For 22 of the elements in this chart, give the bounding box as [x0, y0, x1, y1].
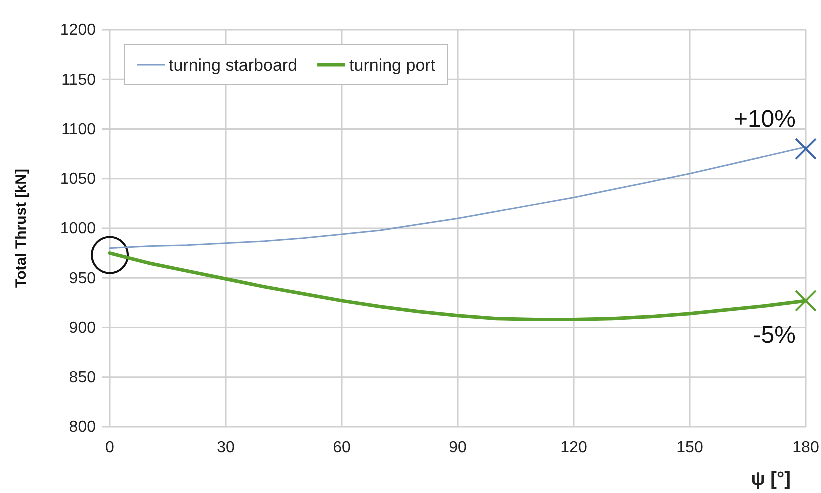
y-tick-label: 1200 [60, 22, 96, 40]
x-tick-label: 180 [792, 439, 820, 456]
x-axis-title: ψ [°] [751, 469, 791, 490]
annotation: -5% [753, 322, 796, 349]
x-tick-label: 90 [449, 439, 467, 456]
x-tick-label: 120 [560, 439, 588, 456]
y-tick-label: 1150 [62, 72, 96, 89]
y-tick-label: 950 [69, 270, 96, 288]
y-tick-label: 1100 [62, 121, 96, 138]
legend-label: turning port [350, 56, 436, 75]
y-tick-label: 900 [69, 320, 96, 337]
annotation: +10% [734, 106, 796, 134]
legend-label: turning starboard [169, 56, 298, 75]
x-tick-label: 150 [676, 439, 704, 456]
x-tick-label: 60 [333, 439, 351, 456]
y-tick-label: 850 [69, 369, 96, 386]
x-tick-label: 30 [217, 439, 235, 456]
y-axis-title: Total Thrust [kN] [13, 169, 30, 288]
x-tick-label: 0 [106, 439, 115, 456]
y-tick-label: 1050 [60, 170, 96, 188]
y-tick-label: 1000 [60, 220, 96, 238]
y-tick-label: 800 [69, 419, 96, 436]
